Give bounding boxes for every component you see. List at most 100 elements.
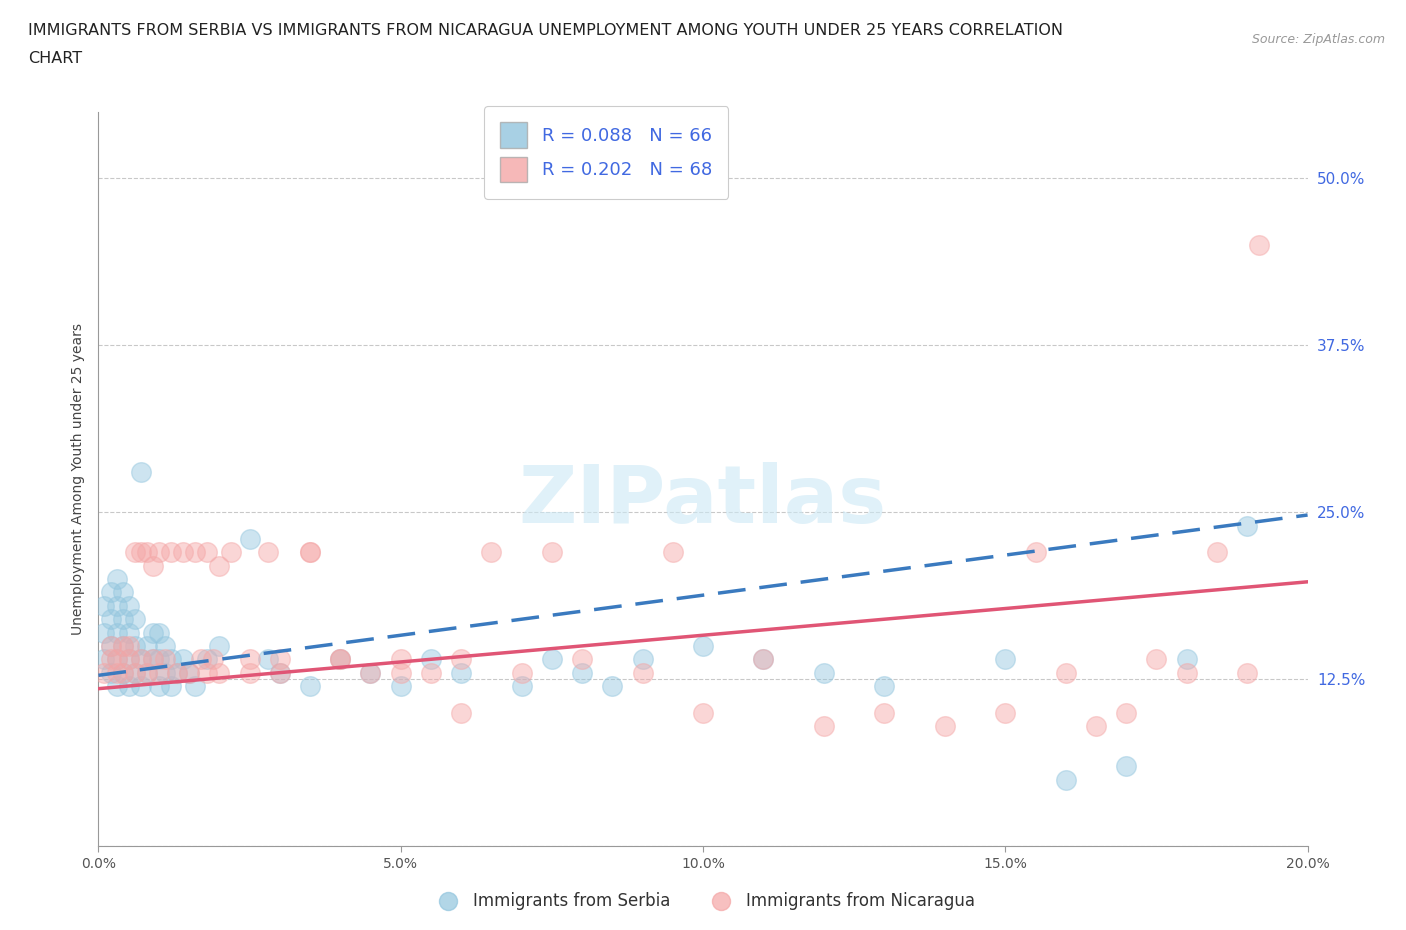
Point [124,639,146,654]
Point [692,705,714,720]
Point [148,625,170,640]
Point [299,545,322,560]
Point [111,665,134,680]
Point [100,585,122,600]
Point [631,665,654,680]
Point [129,545,152,560]
Point [540,545,562,560]
Point [1085,719,1108,734]
Point [148,679,170,694]
Point [93,598,115,613]
Point [1236,665,1258,680]
Point [1175,652,1198,667]
Point [142,625,165,640]
Point [510,679,533,694]
Point [105,625,128,640]
Point [752,652,775,667]
Point [124,612,146,627]
Point [93,652,115,667]
Point [124,545,146,560]
Text: IMMIGRANTS FROM SERBIA VS IMMIGRANTS FROM NICARAGUA UNEMPLOYMENT AMONG YOUTH UND: IMMIGRANTS FROM SERBIA VS IMMIGRANTS FRO… [28,23,1063,38]
Point [239,652,262,667]
Point [142,652,165,667]
Point [195,665,218,680]
Point [100,639,122,654]
Point [184,679,207,694]
Point [934,719,956,734]
Y-axis label: Unemployment Among Youth under 25 years: Unemployment Among Youth under 25 years [70,323,84,635]
Point [118,652,141,667]
Legend: Immigrants from Serbia, Immigrants from Nicaragua: Immigrants from Serbia, Immigrants from … [425,885,981,917]
Point [239,532,262,547]
Point [389,665,412,680]
Point [118,598,141,613]
Point [1115,705,1137,720]
Point [105,679,128,694]
Point [389,652,412,667]
Point [93,665,115,680]
Point [105,598,128,613]
Point [179,665,201,680]
Point [153,665,176,680]
Point [105,665,128,680]
Point [105,652,128,667]
Point [129,465,152,480]
Point [100,652,122,667]
Point [873,679,896,694]
Point [124,665,146,680]
Text: CHART: CHART [28,51,82,66]
Point [148,665,170,680]
Point [571,652,593,667]
Point [148,652,170,667]
Point [195,652,218,667]
Point [111,585,134,600]
Point [299,679,322,694]
Point [118,625,141,640]
Point [1024,545,1046,560]
Point [481,545,503,560]
Point [1115,759,1137,774]
Point [256,652,278,667]
Point [135,665,157,680]
Point [142,558,165,573]
Point [631,652,654,667]
Point [1175,665,1198,680]
Point [195,545,218,560]
Point [118,652,141,667]
Point [571,665,593,680]
Point [111,665,134,680]
Point [160,652,183,667]
Point [1249,238,1271,253]
Point [208,558,231,573]
Point [160,545,183,560]
Point [111,612,134,627]
Text: ZIPatlas: ZIPatlas [519,462,887,540]
Point [994,652,1017,667]
Point [135,639,157,654]
Point [100,639,122,654]
Point [124,665,146,680]
Point [329,652,352,667]
Point [1054,772,1077,787]
Point [360,665,382,680]
Point [269,665,291,680]
Point [510,665,533,680]
Point [1206,545,1229,560]
Point [420,652,443,667]
Point [450,665,472,680]
Point [540,652,562,667]
Point [148,545,170,560]
Point [329,652,352,667]
Point [105,652,128,667]
Point [873,705,896,720]
Point [256,545,278,560]
Point [360,665,382,680]
Point [179,665,201,680]
Point [661,545,683,560]
Point [135,665,157,680]
Point [166,665,188,680]
Point [208,665,231,680]
Point [142,652,165,667]
Point [184,545,207,560]
Point [299,545,322,560]
